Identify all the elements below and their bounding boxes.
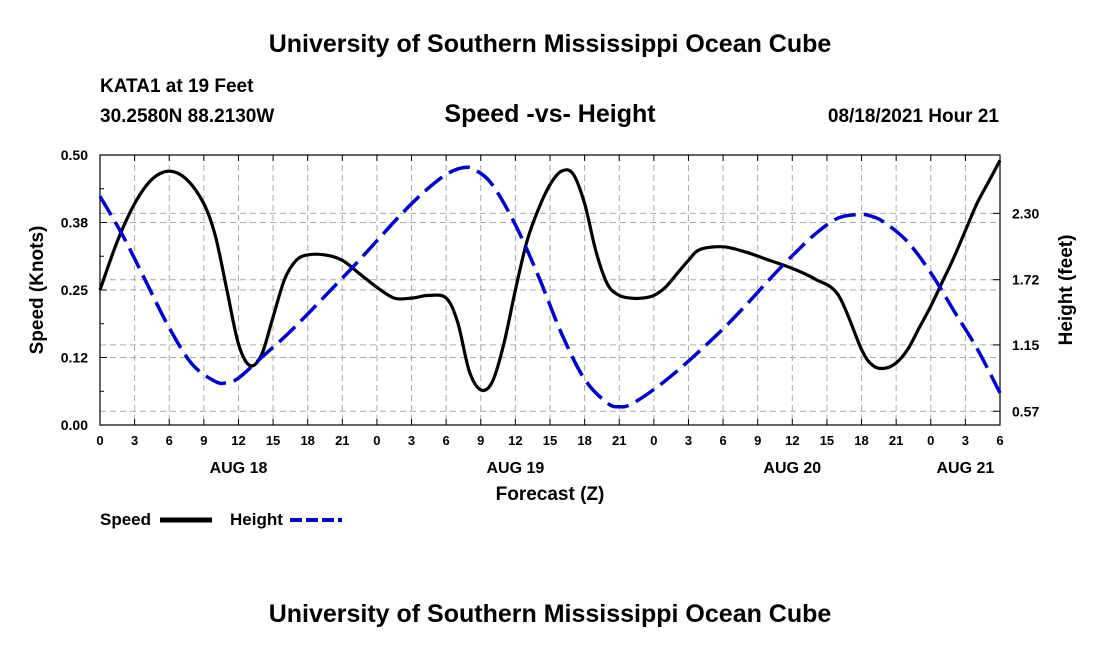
x-tick-label: 3 (408, 433, 415, 448)
x-tick-label: 12 (231, 433, 245, 448)
x-tick-label: 21 (335, 433, 349, 448)
y2-tick-label: 0.57 (1012, 403, 1039, 419)
x-tick-label: 0 (373, 433, 380, 448)
day-label: AUG 21 (936, 460, 994, 477)
series-layer (98, 159, 1002, 409)
coordinates-label: 30.2580N 88.2130W (100, 106, 275, 127)
x-tick-label: 0 (96, 433, 103, 448)
day-label: AUG 18 (210, 460, 268, 477)
y2-tick-label: 2.30 (1012, 205, 1039, 221)
x-tick-label: 6 (166, 433, 173, 448)
x-tick-label: 9 (477, 433, 484, 448)
y-tick-label: 0.50 (61, 147, 88, 163)
grid (100, 155, 1000, 425)
x-tick-label: 3 (685, 433, 692, 448)
day-label: AUG 20 (763, 460, 821, 477)
x-tick-label: 9 (754, 433, 761, 448)
x-tick-label: 9 (200, 433, 207, 448)
page-title: University of Southern Mississippi Ocean… (268, 30, 832, 58)
legend-label-speed: Speed (100, 510, 151, 529)
y-axis-label: Speed (Knots) (27, 226, 48, 355)
axes: 0 3 6 9 12 15 18 21 0 3 6 9 12 15 18 21 0 3 6 9 12 15 18 21 0 3 6A… (61, 147, 1040, 477)
y-tick-label: 0.12 (61, 350, 88, 366)
series-line-height (98, 165, 1002, 409)
x-tick-label: 6 (996, 433, 1003, 448)
x-tick-label: 18 (300, 433, 314, 448)
x-tick-label: 3 (131, 433, 138, 448)
y-tick-label: 0.25 (61, 282, 88, 298)
forecast-datetime: 08/18/2021 Hour 21 (827, 106, 999, 127)
y-tick-label: 0.00 (61, 417, 88, 433)
y2-tick-label: 1.72 (1012, 272, 1039, 288)
legend-label-height: Height (230, 510, 283, 529)
x-tick-label: 18 (854, 433, 868, 448)
x-tick-label: 6 (443, 433, 450, 448)
y-tick-label: 0.38 (61, 215, 88, 231)
station-label: KATA1 at 19 Feet (100, 76, 254, 97)
chart-title: Speed -vs- Height (444, 100, 656, 128)
footer-title: University of Southern Mississippi Ocean… (268, 600, 832, 628)
x-tick-label: 0 (927, 433, 934, 448)
y2-tick-label: 1.15 (1012, 337, 1039, 353)
legend: Speed Height (100, 510, 342, 529)
x-tick-label: 12 (785, 433, 799, 448)
x-tick-label: 15 (543, 433, 557, 448)
x-tick-label: 21 (889, 433, 903, 448)
x-tick-label: 18 (577, 433, 591, 448)
x-tick-label: 0 (650, 433, 657, 448)
y2-axis-label: Height (feet) (1056, 235, 1077, 346)
x-axis-label: Forecast (Z) (496, 484, 605, 505)
x-tick-label: 15 (266, 433, 280, 448)
x-tick-label: 21 (612, 433, 626, 448)
x-tick-label: 6 (719, 433, 726, 448)
day-label: AUG 19 (486, 460, 544, 477)
x-tick-label: 15 (820, 433, 834, 448)
x-tick-label: 3 (962, 433, 969, 448)
x-tick-label: 12 (508, 433, 522, 448)
